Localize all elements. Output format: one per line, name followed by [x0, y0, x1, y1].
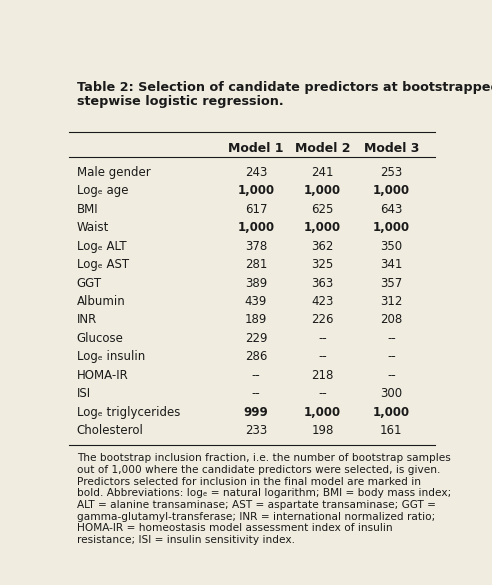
Text: 253: 253: [380, 166, 402, 178]
Text: resistance; ISI = insulin sensitivity index.: resistance; ISI = insulin sensitivity in…: [77, 535, 295, 545]
Text: Model 3: Model 3: [364, 142, 419, 155]
Text: Albumin: Albumin: [77, 295, 125, 308]
Text: Cholesterol: Cholesterol: [77, 424, 144, 437]
Text: --: --: [251, 369, 260, 382]
Text: HOMA-IR: HOMA-IR: [77, 369, 128, 382]
Text: --: --: [318, 332, 327, 345]
Text: 1,000: 1,000: [304, 184, 341, 197]
Text: 350: 350: [380, 240, 402, 253]
Text: Logₑ insulin: Logₑ insulin: [77, 350, 145, 363]
Text: 281: 281: [245, 258, 267, 271]
Text: 1,000: 1,000: [373, 221, 410, 234]
Text: Glucose: Glucose: [77, 332, 123, 345]
Text: --: --: [318, 350, 327, 363]
Text: 1,000: 1,000: [373, 184, 410, 197]
Text: stepwise logistic regression.: stepwise logistic regression.: [77, 95, 283, 108]
Text: 161: 161: [380, 424, 402, 437]
Text: 1,000: 1,000: [304, 406, 341, 419]
Text: 1,000: 1,000: [373, 406, 410, 419]
Text: Table 2: Selection of candidate predictors at bootstrapped: Table 2: Selection of candidate predicto…: [77, 81, 492, 94]
Text: --: --: [387, 332, 396, 345]
Text: 233: 233: [245, 424, 267, 437]
Text: INR: INR: [77, 314, 97, 326]
Text: --: --: [387, 369, 396, 382]
Text: bold. Abbreviations: logₑ = natural logarithm; BMI = body mass index;: bold. Abbreviations: logₑ = natural loga…: [77, 488, 451, 498]
Text: Logₑ age: Logₑ age: [77, 184, 128, 197]
Text: gamma-glutamyl-transferase; INR = international normalized ratio;: gamma-glutamyl-transferase; INR = intern…: [77, 512, 435, 522]
Text: --: --: [318, 387, 327, 400]
Text: HOMA-IR = homeostasis model assessment index of insulin: HOMA-IR = homeostasis model assessment i…: [77, 524, 393, 534]
Text: Predictors selected for inclusion in the final model are marked in: Predictors selected for inclusion in the…: [77, 477, 421, 487]
Text: Logₑ triglycerides: Logₑ triglycerides: [77, 406, 180, 419]
Text: out of 1,000 where the candidate predictors were selected, is given.: out of 1,000 where the candidate predict…: [77, 465, 440, 475]
Text: Male gender: Male gender: [77, 166, 151, 178]
Text: Logₑ AST: Logₑ AST: [77, 258, 129, 271]
Text: --: --: [387, 350, 396, 363]
Text: ALT = alanine transaminase; AST = aspartate transaminase; GGT =: ALT = alanine transaminase; AST = aspart…: [77, 500, 435, 510]
Text: ISI: ISI: [77, 387, 91, 400]
Text: 1,000: 1,000: [238, 221, 275, 234]
Text: Model 2: Model 2: [295, 142, 350, 155]
Text: 198: 198: [311, 424, 334, 437]
Text: 229: 229: [245, 332, 267, 345]
Text: 439: 439: [245, 295, 267, 308]
Text: 363: 363: [311, 277, 334, 290]
Text: Waist: Waist: [77, 221, 109, 234]
Text: 423: 423: [311, 295, 334, 308]
Text: 617: 617: [245, 202, 267, 216]
Text: 312: 312: [380, 295, 402, 308]
Text: 208: 208: [380, 314, 402, 326]
Text: 1,000: 1,000: [238, 184, 275, 197]
Text: The bootstrap inclusion fraction, i.e. the number of bootstrap samples: The bootstrap inclusion fraction, i.e. t…: [77, 453, 451, 463]
Text: Logₑ ALT: Logₑ ALT: [77, 240, 126, 253]
Text: 625: 625: [311, 202, 334, 216]
Text: 389: 389: [245, 277, 267, 290]
Text: 357: 357: [380, 277, 402, 290]
Text: 241: 241: [311, 166, 334, 178]
Text: 189: 189: [245, 314, 267, 326]
Text: 378: 378: [245, 240, 267, 253]
Text: 362: 362: [311, 240, 334, 253]
Text: --: --: [251, 387, 260, 400]
Text: 999: 999: [244, 406, 268, 419]
Text: 286: 286: [245, 350, 267, 363]
Text: BMI: BMI: [77, 202, 98, 216]
Text: 341: 341: [380, 258, 402, 271]
Text: 1,000: 1,000: [304, 221, 341, 234]
Text: 226: 226: [311, 314, 334, 326]
Text: 643: 643: [380, 202, 402, 216]
Text: GGT: GGT: [77, 277, 102, 290]
Text: 218: 218: [311, 369, 334, 382]
Text: 325: 325: [311, 258, 334, 271]
Text: 300: 300: [380, 387, 402, 400]
Text: Model 1: Model 1: [228, 142, 284, 155]
Text: 243: 243: [245, 166, 267, 178]
